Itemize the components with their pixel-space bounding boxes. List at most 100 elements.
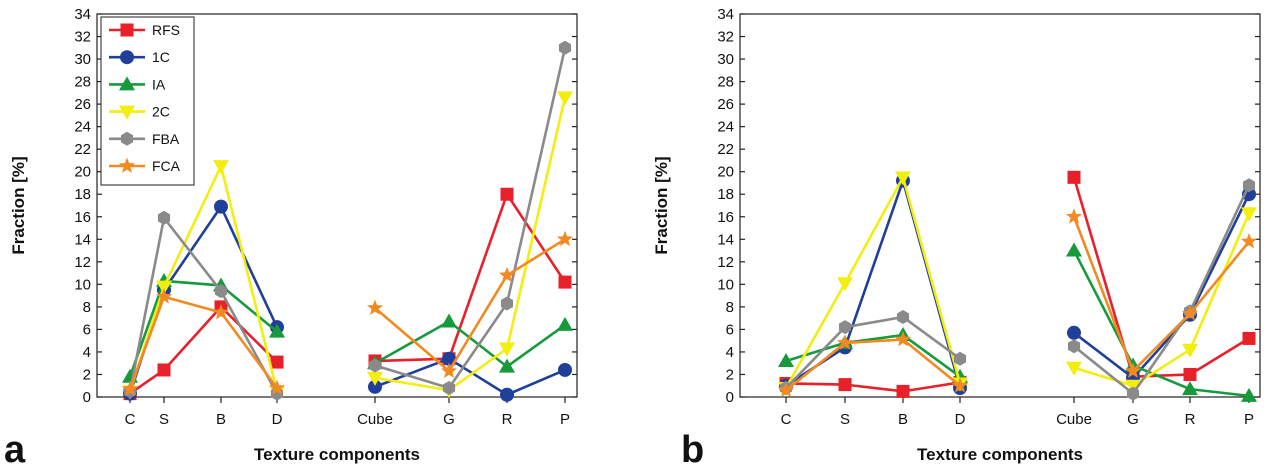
- x-tick-label: Cube: [1056, 411, 1092, 428]
- series-line: [129, 305, 278, 395]
- y-tick-label: 26: [717, 96, 734, 113]
- series-line: [374, 192, 567, 363]
- y-tick-label: 4: [726, 344, 734, 361]
- y-tick-label: 8: [726, 299, 734, 316]
- y-tick-label: 0: [726, 389, 734, 406]
- data-point: [1066, 361, 1082, 376]
- legend-box: [100, 16, 195, 186]
- series-1c: [779, 173, 1256, 395]
- y-tick-label: 18: [74, 186, 91, 203]
- y-tick-label: 30: [717, 51, 734, 68]
- data-point: [896, 384, 910, 398]
- x-tick-label: D: [272, 411, 283, 428]
- series-fca: [777, 208, 1258, 398]
- data-point: [951, 377, 969, 393]
- panel-letter: a: [4, 429, 26, 468]
- data-point: [268, 379, 286, 395]
- data-point: [214, 199, 228, 214]
- x-tick-label: G: [1127, 411, 1139, 428]
- series-line: [374, 47, 567, 390]
- legend-marker: [119, 105, 135, 120]
- series-line: [374, 97, 567, 392]
- legend-marker: [119, 76, 135, 91]
- y-tick-label: 22: [74, 141, 91, 158]
- series-line: [1073, 184, 1251, 395]
- data-point: [500, 187, 514, 201]
- series-line: [128, 279, 278, 378]
- data-point: [442, 380, 456, 395]
- data-point: [1182, 343, 1198, 358]
- data-point: [836, 334, 854, 350]
- y-tick-label: 30: [74, 51, 91, 68]
- y-tick-label: 20: [717, 164, 734, 181]
- series-ia: [122, 272, 573, 383]
- y-tick-label: 32: [717, 29, 734, 46]
- y-tick-label: 16: [74, 209, 91, 226]
- data-point: [838, 320, 852, 335]
- data-point: [1182, 381, 1198, 396]
- series-line: [1072, 176, 1250, 379]
- data-point: [442, 351, 456, 366]
- y-tick-label: 14: [717, 231, 734, 248]
- data-point: [557, 316, 573, 331]
- data-point: [214, 284, 228, 299]
- x-tick-label: B: [898, 411, 908, 428]
- data-point: [1126, 386, 1140, 401]
- x-tick-label: C: [781, 411, 792, 428]
- series-fca: [121, 230, 574, 396]
- data-point: [156, 280, 172, 295]
- data-point: [367, 371, 383, 386]
- y-tick-label: 12: [717, 254, 734, 271]
- y-tick-label: 24: [717, 119, 734, 136]
- x-tick-label: D: [955, 411, 966, 428]
- data-point: [500, 387, 514, 402]
- y-tick-label: 34: [717, 6, 734, 23]
- series-line: [128, 295, 279, 390]
- x-tick-label: C: [125, 411, 136, 428]
- legend-label: RFS: [152, 22, 180, 38]
- y-tick-label: 2: [726, 366, 734, 383]
- y-tick-label: 24: [74, 119, 91, 136]
- data-point: [894, 331, 912, 347]
- legend: RFS 1C IA 2C FBA FCA: [100, 16, 195, 186]
- x-tick-label: Cube: [357, 411, 393, 428]
- data-point: [556, 230, 574, 247]
- data-point: [499, 358, 515, 373]
- legend-marker: [120, 131, 134, 146]
- x-tick-label: P: [1244, 411, 1254, 428]
- plot-frame: [96, 13, 578, 398]
- series-line: [374, 238, 566, 373]
- data-point: [498, 266, 516, 283]
- y-tick-label: 28: [717, 74, 734, 91]
- data-point: [1240, 233, 1258, 249]
- series-2c: [778, 171, 1257, 396]
- data-point: [558, 275, 572, 289]
- x-tick-label: B: [216, 411, 226, 428]
- data-point: [895, 171, 911, 186]
- legend-label: 2C: [152, 104, 170, 120]
- data-point: [499, 342, 515, 357]
- y-axis-title: Fraction [%]: [9, 156, 28, 254]
- series-line: [785, 381, 961, 393]
- data-point: [953, 351, 967, 366]
- series-line: [785, 333, 961, 378]
- data-point: [778, 352, 794, 367]
- series-fba: [123, 40, 572, 401]
- data-point: [1067, 170, 1081, 184]
- data-point: [777, 381, 795, 398]
- data-point: [213, 160, 229, 175]
- data-point: [896, 310, 910, 325]
- data-point: [441, 313, 457, 328]
- series-line: [785, 338, 961, 392]
- data-point: [838, 378, 852, 392]
- data-point: [157, 210, 171, 225]
- legend-marker: [120, 50, 134, 65]
- data-point: [558, 362, 572, 377]
- y-tick-label: 14: [74, 231, 91, 248]
- data-point: [1067, 325, 1081, 340]
- data-point: [1067, 339, 1081, 354]
- x-tick-label: R: [502, 411, 513, 428]
- series-fba: [779, 178, 1256, 401]
- data-point: [155, 288, 173, 304]
